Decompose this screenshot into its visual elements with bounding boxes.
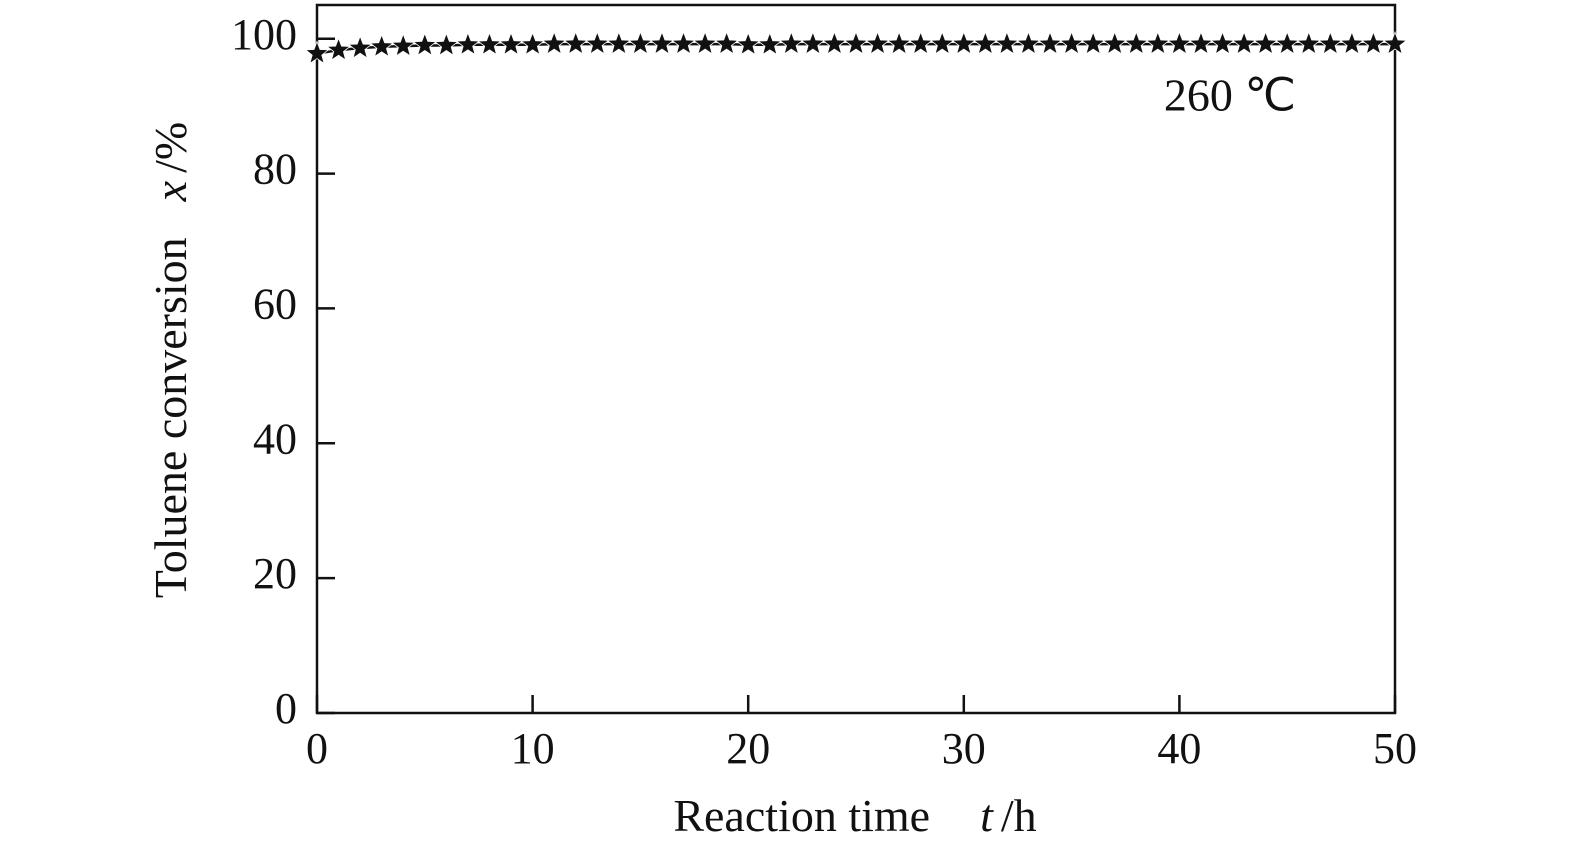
y-tick-label: 0: [275, 684, 297, 733]
x-label-symbol: t: [980, 790, 994, 841]
star-marker: [563, 30, 589, 55]
star-marker: [1037, 30, 1063, 55]
y-tick-label: 80: [253, 145, 297, 194]
star-marker: [627, 30, 653, 55]
star-marker: [1274, 30, 1300, 55]
y-label-symbol: x: [145, 180, 196, 202]
star-marker: [757, 31, 783, 56]
star-marker: [412, 32, 438, 57]
star-marker: [972, 30, 998, 55]
star-marker: [908, 30, 934, 55]
star-marker: [951, 30, 977, 55]
y-axis-label: Toluene conversion x /%: [145, 122, 196, 598]
y-label-unit: /%: [145, 122, 196, 173]
star-marker: [994, 30, 1020, 55]
star-marker: [1188, 30, 1214, 55]
x-axis-label: Reaction time t/h: [673, 790, 1036, 841]
star-marker: [778, 30, 804, 55]
star-marker: [1166, 30, 1192, 55]
star-marker: [369, 33, 395, 58]
star-marker: [1253, 30, 1279, 55]
star-marker: [800, 30, 826, 55]
star-marker: [843, 30, 869, 55]
star-marker: [347, 35, 373, 59]
x-label-unit: /h: [1001, 790, 1037, 841]
star-marker: [541, 30, 567, 55]
x-tick-label: 10: [511, 724, 555, 773]
star-marker: [1210, 30, 1235, 55]
x-tick-label: 40: [1157, 724, 1201, 773]
star-marker: [1123, 30, 1149, 55]
star-marker: [584, 30, 610, 55]
star-marker: [1016, 30, 1041, 55]
x-tick-label: 20: [726, 724, 770, 773]
star-marker: [671, 30, 696, 55]
star-marker: [714, 30, 740, 55]
star-marker: [1360, 30, 1386, 55]
x-tick-label: 30: [942, 724, 986, 773]
star-marker: [325, 37, 352, 61]
star-marker: [1059, 30, 1085, 55]
y-label-text: Toluene conversion: [145, 237, 196, 598]
x-tick-label: 0: [306, 724, 328, 773]
star-marker: [520, 31, 546, 56]
star-marker: [1145, 30, 1171, 55]
y-tick-label: 60: [253, 280, 297, 329]
star-marker: [1080, 30, 1106, 55]
star-marker: [735, 31, 761, 56]
star-marker: [821, 30, 847, 55]
star-marker: [692, 30, 718, 55]
y-tick-label: 40: [253, 414, 297, 463]
annotation: 260 ℃: [1164, 70, 1296, 121]
star-marker: [1317, 30, 1343, 55]
star-marker: [304, 40, 330, 65]
x-label-text: Reaction time: [673, 790, 930, 841]
star-marker: [1102, 30, 1128, 55]
star-marker: [390, 32, 416, 57]
star-marker: [929, 30, 955, 55]
star-marker: [477, 31, 502, 56]
plot-frame: [315, 3, 1397, 715]
y-tick-label: 20: [253, 549, 297, 598]
x-tick-label: 50: [1373, 724, 1417, 773]
star-marker: [1339, 30, 1365, 55]
star-marker: [1296, 30, 1322, 55]
star-marker: [433, 32, 459, 57]
star-marker: [455, 31, 481, 56]
star-marker: [865, 30, 891, 55]
star-marker: [1382, 30, 1408, 55]
star-marker: [649, 30, 675, 55]
y-tick-label: 100: [231, 10, 297, 59]
star-marker: [886, 30, 912, 55]
star-marker: [498, 31, 524, 56]
star-marker: [606, 30, 632, 55]
star-marker: [1231, 30, 1257, 55]
